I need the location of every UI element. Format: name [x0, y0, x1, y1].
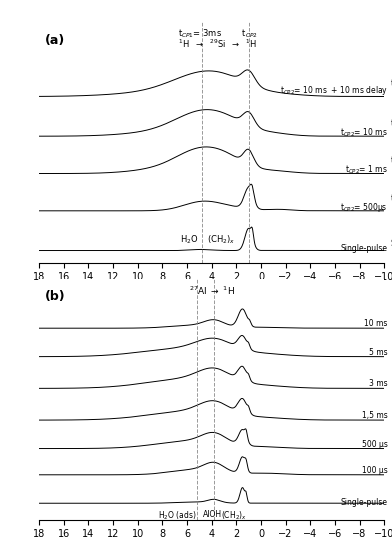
Text: AlOH: AlOH — [203, 510, 223, 519]
Text: 1,5 ms: 1,5 ms — [362, 411, 388, 420]
Text: Single-pulse: Single-pulse — [341, 498, 388, 507]
Text: t$_{CP2}$= 10 ms: t$_{CP2}$= 10 ms — [340, 126, 388, 139]
Text: (b): (b) — [45, 290, 66, 303]
Text: 5 ms: 5 ms — [369, 348, 388, 357]
Text: t$_{CP2}$= 10 ms  + 10 ms delay: t$_{CP2}$= 10 ms + 10 ms delay — [390, 78, 392, 90]
Text: $^1$H  $\rightarrow$  $^{29}$Si  $\rightarrow$  $^1$H: $^1$H $\rightarrow$ $^{29}$Si $\rightarr… — [178, 38, 258, 50]
Text: t$_{CP2}$= 10 ms: t$_{CP2}$= 10 ms — [390, 118, 392, 130]
Text: 10 ms: 10 ms — [365, 319, 388, 328]
Text: 100 μs: 100 μs — [362, 466, 388, 475]
Text: H$_2$O (ads): H$_2$O (ads) — [158, 510, 196, 522]
Text: (CH$_2$)$_x$: (CH$_2$)$_x$ — [207, 233, 236, 246]
Text: t$_{CP2}$= 10 ms  + 10 ms delay: t$_{CP2}$= 10 ms + 10 ms delay — [279, 84, 388, 97]
Text: 500 μs: 500 μs — [362, 440, 388, 449]
X-axis label: $\delta_{1H}$/ ppm: $\delta_{1H}$/ ppm — [186, 288, 237, 302]
Text: t$_{CP2}$= 1 ms: t$_{CP2}$= 1 ms — [345, 164, 388, 176]
Text: Single-pulse: Single-pulse — [341, 243, 388, 253]
X-axis label: $\delta$ (ppm): $\delta$ (ppm) — [189, 545, 234, 547]
Text: (a): (a) — [45, 34, 65, 47]
Text: $^{27}$Al $\rightarrow$ $^1$H: $^{27}$Al $\rightarrow$ $^1$H — [189, 285, 235, 298]
Text: t$_{CP1}$= 3ms        t$_{CP2}$: t$_{CP1}$= 3ms t$_{CP2}$ — [178, 27, 258, 40]
Text: (CH$_2$)$_x$: (CH$_2$)$_x$ — [221, 510, 247, 522]
Text: t$_{CP2}$= 500μs: t$_{CP2}$= 500μs — [340, 201, 388, 214]
Text: Single-pulse: Single-pulse — [390, 239, 392, 248]
Text: t$_{CP2}$= 500μs: t$_{CP2}$= 500μs — [390, 192, 392, 205]
Text: t$_{CP2}$= 1 ms: t$_{CP2}$= 1 ms — [390, 155, 392, 167]
Text: H$_2$O: H$_2$O — [180, 233, 199, 246]
Text: 3 ms: 3 ms — [369, 380, 388, 388]
